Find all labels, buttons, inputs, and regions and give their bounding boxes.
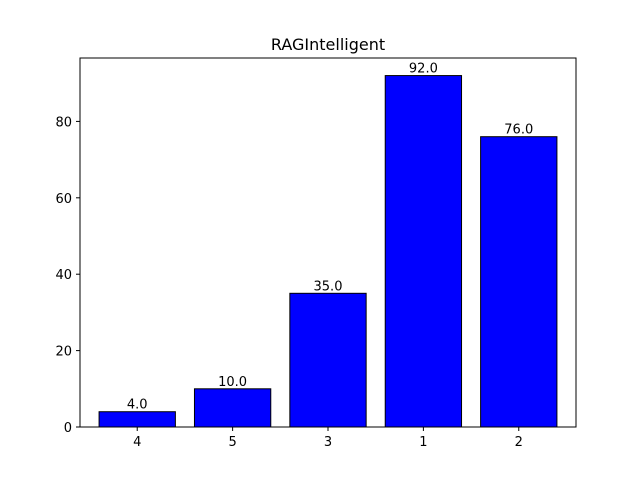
plot-frame (79, 57, 577, 428)
y-tick-label: 40 (55, 268, 72, 283)
x-tick-label: 3 (324, 435, 332, 450)
bar-1 (384, 75, 463, 428)
bar-5 (193, 388, 272, 428)
x-tick-label: 4 (133, 435, 141, 450)
x-tick-label: 2 (515, 435, 523, 450)
x-axis: 4 5 3 1 2 (133, 427, 523, 450)
bar-value-label-3: 35.0 (314, 279, 343, 294)
y-tick-label: 80 (55, 115, 72, 130)
bar-value-label-4: 4.0 (127, 398, 148, 413)
bar-3 (289, 292, 367, 428)
x-tick-label: 1 (419, 435, 427, 450)
bar-value-label-2: 76.0 (504, 123, 533, 138)
bar-4 (98, 411, 176, 428)
bar-value-label-1: 92.0 (409, 62, 438, 77)
bars-layer (98, 75, 558, 428)
y-axis: 0 20 40 60 80 (55, 115, 80, 436)
bar-value-label-5: 10.0 (218, 375, 247, 390)
bar-2 (480, 136, 558, 428)
chart-title: RAGIntelligent (271, 35, 385, 54)
y-tick-label: 60 (55, 192, 72, 207)
x-tick-label: 5 (228, 435, 236, 450)
value-labels-layer: 4.0 10.0 35.0 92.0 76.0 (127, 62, 533, 413)
y-tick-label: 20 (55, 345, 72, 360)
y-tick-label: 0 (64, 421, 72, 436)
